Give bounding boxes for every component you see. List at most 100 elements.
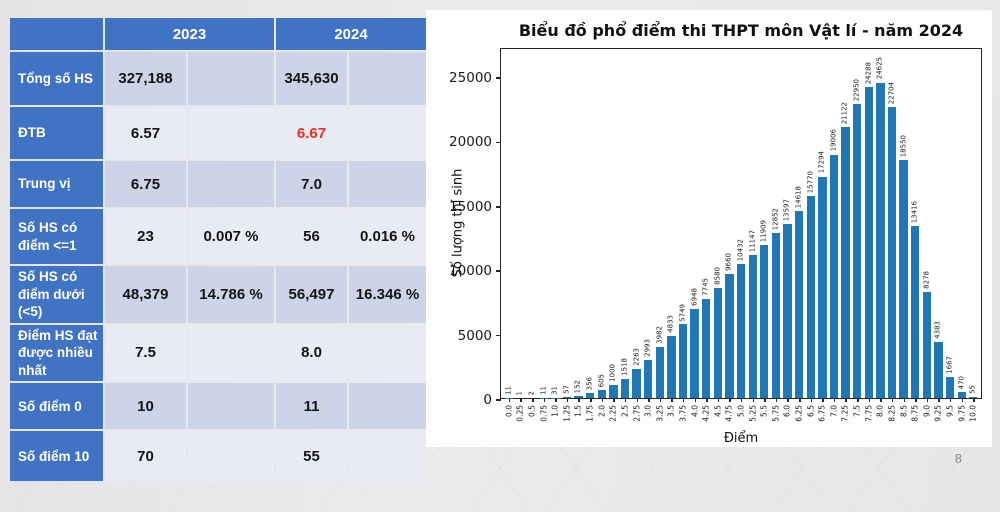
y-tick-label: 20000 [449,134,492,151]
bar [702,298,711,398]
x-tick-mark [520,398,522,402]
bar-value-label: 57 [562,385,571,395]
bar-slot: 31 [549,49,561,398]
x-tick-label: 1.0 [550,405,560,417]
bar [864,86,873,398]
x-tick-mark [799,398,801,402]
y-tick-label: 10000 [449,263,492,280]
y-tick-mark [496,270,501,272]
summary-table: 2023 2024 Tổng số HS 327,188 345,630 ĐTB 6.5… [8,16,428,483]
table-cell: 6.57 [105,107,186,159]
bar-value-label: 9660 [724,253,733,272]
bar [806,196,815,398]
x-tick: 6.75 [816,398,828,442]
bar-slot: 8580 [712,49,724,398]
bar [794,210,804,398]
bar [725,274,734,398]
bar-slot: 8278 [921,49,933,398]
table-row: Số HS có điểm <=1 23 0.007 % 56 0.016 % [10,209,426,264]
bar-slot: 11 [538,49,550,398]
row-label: Điểm HS đạt được nhiều nhất [10,324,103,382]
x-tick-mark [810,398,813,402]
bar-value-label: 8278 [922,271,931,289]
bar-slot: 19006 [828,49,840,398]
x-tick-label: 3.5 [666,405,676,417]
bar-slot: 4383 [933,49,945,398]
x-tick-label: 1.25 [562,405,572,422]
x-axis-ticks: 0.0 0.25 0.5 0.75 1.0 1.25 1.5 1.75 2.0 2.25 2.5 2.… [501,398,981,442]
x-tick: 0.25 [515,398,527,442]
x-tick: 1.0 [549,398,561,442]
x-tick-label: 9.75 [956,405,966,422]
row-label: Số điểm 10 [10,431,103,482]
bar-slot: 2 [526,49,538,398]
x-tick: 4.5 [712,398,724,442]
bar-value-label: 356 [585,377,594,391]
bar [655,347,664,398]
table-cell [349,52,426,105]
x-tick-label: 0.5 [527,405,537,417]
row-label: Số điểm 0 [10,383,103,430]
x-tick-mark [613,398,615,402]
table-cell: 345,630 [276,52,347,105]
x-tick-label: 10.0 [968,405,978,422]
row-label: ĐTB [10,107,103,159]
x-tick-label: 8.75 [910,405,920,422]
x-tick: 5.5 [758,398,770,442]
bar-slot: 13597 [782,49,794,398]
bar-value-label: 1518 [620,357,629,376]
row-label: Số HS có điểm dưới (<5) [10,266,103,323]
x-tick-label: 9.0 [921,405,931,417]
bar-slot: 17294 [816,49,828,398]
header-year-2024: 2024 [276,18,426,50]
table-cell: 56 [276,209,347,264]
bar-value-label: 14618 [794,185,803,208]
x-tick-label: 7.0 [829,405,839,417]
bar-slot: 470 [956,49,968,398]
x-tick-label: 3.25 [654,405,664,422]
x-tick-label: 6.0 [782,405,792,417]
x-tick: 9.0 [921,398,933,442]
x-tick-label: 5.75 [771,405,781,422]
x-tick-mark [671,398,673,402]
bar-slot: 1 [515,49,527,398]
bar-slot: 15770 [805,49,817,398]
x-tick-label: 0.0 [504,405,514,417]
x-tick-mark [915,398,917,402]
table-cell: 6.75 [105,161,186,207]
table-cell [349,107,426,159]
x-tick: 5.25 [747,398,759,442]
bar-slot: 11147 [747,49,759,398]
x-tick-label: 4.25 [701,405,711,422]
x-tick: 0.75 [538,398,550,442]
table-cell: 8.0 [276,324,347,382]
table-cell: 70 [105,431,186,482]
x-tick-mark [601,398,604,402]
table-cell: 7.0 [276,161,347,207]
y-tick-label: 5000 [457,327,492,344]
bar [829,154,839,398]
bar-value-label: 2993 [643,338,652,357]
x-tick-label: 2.25 [608,405,618,422]
table-cell: 10 [105,383,186,430]
x-tick-mark [891,398,894,402]
bar [771,233,781,398]
bar-value-label: 31 [550,385,559,395]
bar-value-label: 8580 [713,267,722,286]
x-tick: 8.25 [886,398,898,442]
y-tick-label: 0 [483,392,492,408]
bar-slot: 7745 [700,49,712,398]
bar-slot: 2993 [642,49,654,398]
x-tick-label: 8.0 [875,405,885,417]
x-tick: 4.25 [700,398,712,442]
bar [644,359,653,398]
x-tick-mark [694,398,697,402]
bar-value-label: 13597 [782,198,791,221]
bar-value-label: 24625 [875,57,884,80]
row-label: Số HS có điểm <=1 [10,209,103,264]
bar-slot: 21122 [840,49,852,398]
y-tick-label: 15000 [449,198,492,215]
x-tick: 7.0 [828,398,840,442]
bar-value-label: 605 [597,373,606,388]
x-tick-label: 4.0 [689,405,699,417]
